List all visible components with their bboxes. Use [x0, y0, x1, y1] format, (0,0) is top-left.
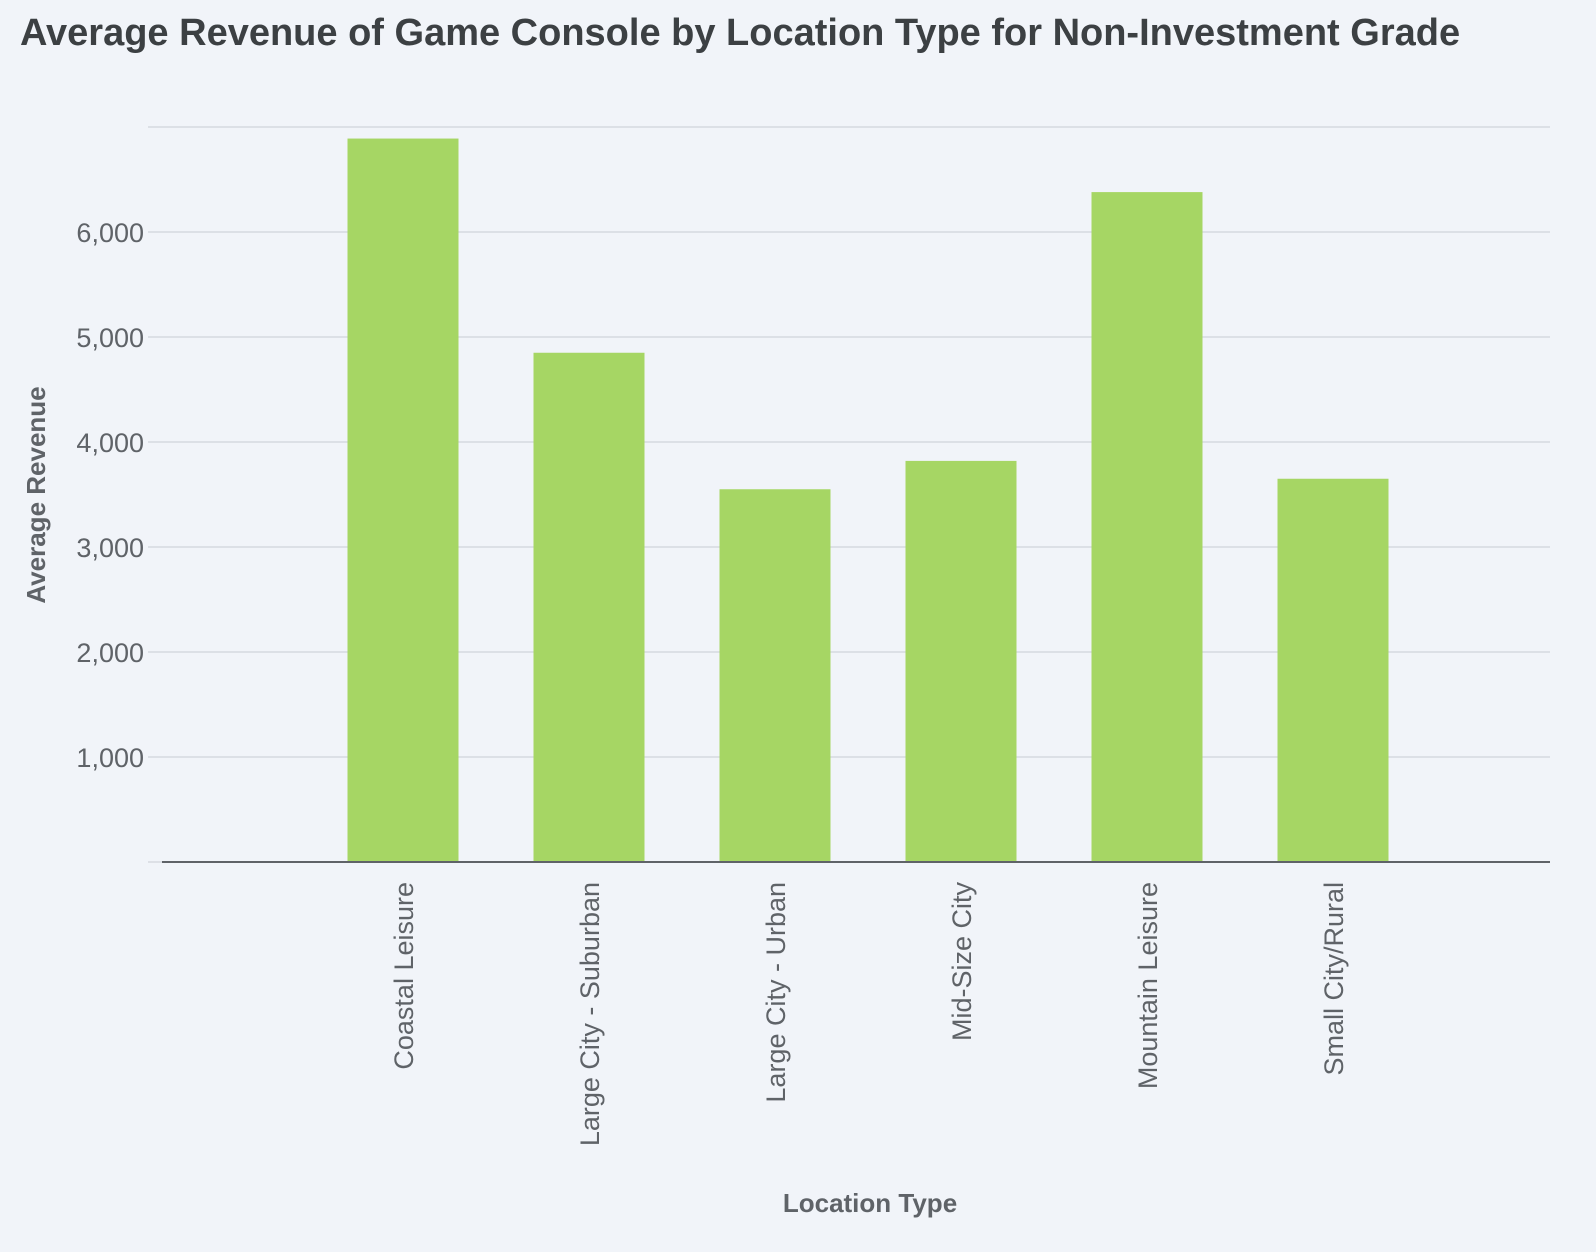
- x-axis-ticks: Coastal Leisure Large City - Suburban Larg…: [389, 882, 1349, 1147]
- bar[interactable]: [719, 489, 831, 862]
- x-axis-title: Location Type: [783, 1188, 957, 1218]
- x-tick-label: Large City - Suburban: [575, 882, 605, 1146]
- chart-title: Average Revenue of Game Console by Locat…: [20, 12, 1461, 54]
- y-tick-label: 5,000: [76, 323, 144, 353]
- x-tick-label: Coastal Leisure: [389, 882, 419, 1070]
- y-tick-label: 4,000: [76, 428, 144, 458]
- bar[interactable]: [1091, 192, 1203, 863]
- x-tick-label: Mountain Leisure: [1133, 882, 1163, 1089]
- y-axis-title: Average Revenue: [21, 386, 51, 603]
- x-tick-label: Small City/Rural: [1319, 882, 1349, 1076]
- bar[interactable]: [1277, 478, 1389, 862]
- bar[interactable]: [905, 460, 1017, 862]
- y-tick-label: 3,000: [76, 533, 144, 563]
- y-tick-label: 6,000: [76, 218, 144, 248]
- bar[interactable]: [347, 138, 459, 863]
- y-axis-ticks: 1,000 2,000 3,000 4,000 5,000 6,000: [76, 218, 144, 773]
- y-tick-label: 2,000: [76, 638, 144, 668]
- x-tick-label: Large City - Urban: [761, 882, 791, 1103]
- x-tick-label: Mid-Size City: [947, 882, 977, 1042]
- y-tick-label: 1,000: [76, 743, 144, 773]
- bars: [347, 138, 1389, 863]
- bar[interactable]: [533, 352, 645, 862]
